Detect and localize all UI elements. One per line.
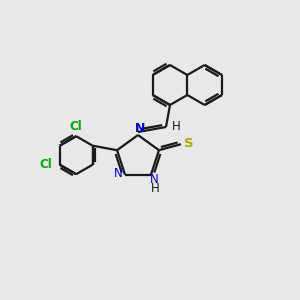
Text: S: S	[184, 137, 194, 150]
Text: N: N	[150, 173, 158, 186]
Text: H: H	[151, 182, 159, 195]
Text: H: H	[172, 119, 180, 133]
Text: N: N	[135, 122, 145, 136]
Text: Cl: Cl	[70, 120, 83, 133]
Text: N: N	[114, 167, 122, 180]
Text: Cl: Cl	[39, 158, 52, 171]
